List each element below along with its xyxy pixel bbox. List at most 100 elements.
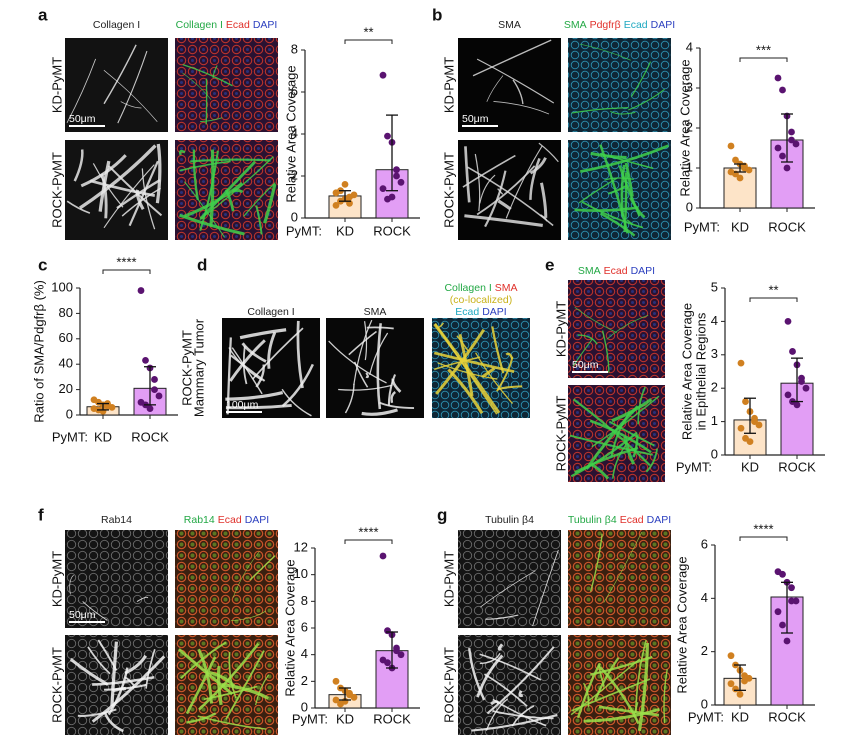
y-tick-label: 8 (291, 41, 298, 56)
scale-bar-label: 50μm (572, 359, 599, 371)
stain-label: Collagen I (93, 19, 140, 31)
y-tick-label: 4 (711, 313, 718, 328)
stain-label: Ecad (226, 19, 250, 31)
data-point (788, 137, 795, 144)
data-point (803, 385, 810, 392)
y-tick-label: 6 (301, 619, 308, 634)
data-point (732, 686, 739, 693)
data-point (785, 391, 792, 398)
stain-label: Tubulin β4 (485, 514, 534, 526)
y-axis-label: Relative Area Coverage (283, 65, 298, 202)
y-tick-label: 2 (301, 673, 308, 688)
data-point (393, 173, 400, 180)
stain-label: DAPI (253, 19, 278, 31)
row-label: ROCK-PyMT (49, 647, 64, 723)
x-tick-label: ROCK (778, 459, 816, 474)
y-tick-label: 6 (701, 536, 708, 551)
significance-bracket (740, 537, 787, 541)
data-point (741, 678, 748, 685)
image-title: Collagen I SMA (444, 282, 517, 294)
row-label: ROCK-PyMT (441, 647, 456, 723)
row-label: ROCK-PyMT (49, 152, 64, 228)
y-tick-label: 40 (59, 356, 73, 371)
data-point (779, 622, 786, 629)
significance-label: **** (753, 521, 773, 536)
stain-label: Pdgfrβ (590, 19, 621, 31)
data-point (788, 584, 795, 591)
stain-label: SMA (364, 306, 387, 318)
data-point (751, 418, 758, 425)
y-axis-label: Relative Area Coverage (674, 556, 689, 693)
data-point (728, 652, 735, 659)
y-tick-label: 4 (686, 39, 693, 54)
data-point (384, 133, 391, 140)
data-point (147, 405, 154, 412)
panel-letter: e (545, 255, 554, 274)
data-point (156, 393, 163, 400)
data-point (138, 287, 145, 294)
micrograph (65, 140, 168, 240)
data-point (775, 75, 782, 82)
image-title: Tubulin β4 (485, 514, 534, 526)
data-point (788, 598, 795, 605)
y-tick-label: 4 (701, 590, 708, 605)
data-point (333, 678, 340, 685)
y-tick-label: 60 (59, 330, 73, 345)
stain-label: Ecad (624, 19, 648, 31)
data-point (737, 175, 744, 182)
x-prefix: PyMT: (676, 459, 712, 474)
significance-bracket (740, 58, 787, 62)
y-tick-label: 3 (711, 346, 718, 361)
panel-letter: f (38, 505, 44, 524)
scale-bar-label: 50μm (69, 113, 96, 125)
significance-label: ** (768, 282, 778, 297)
stain-label: (co-localized) (450, 294, 512, 306)
x-prefix: PyMT: (684, 219, 720, 234)
data-point (784, 165, 791, 172)
data-point (351, 192, 358, 199)
data-point (393, 166, 400, 173)
x-tick-label: ROCK (768, 709, 806, 724)
image-texture (211, 150, 213, 227)
scale-bar-label: 50μm (462, 113, 489, 125)
micrograph (568, 38, 671, 132)
data-point (398, 179, 405, 186)
stain-label: SMA (578, 265, 601, 277)
x-prefix: PyMT: (52, 429, 88, 444)
panel-letter: c (38, 255, 47, 274)
stain-label: Collagen I (444, 282, 491, 294)
y-tick-label: 80 (59, 305, 73, 320)
row-label: Mammary Tumor (191, 318, 206, 417)
panel-letter: g (437, 505, 447, 524)
x-tick-label: KD (336, 711, 354, 726)
significance-label: **** (358, 524, 378, 539)
data-point (742, 398, 749, 405)
y-tick-label: 1 (711, 413, 718, 428)
stain-label: DAPI (631, 265, 656, 277)
image-title: Collagen I (93, 19, 140, 31)
data-point (775, 608, 782, 615)
row-label: KD-PyMT (553, 301, 568, 357)
data-point (728, 143, 735, 150)
image-title: SMA (498, 19, 521, 31)
y-tick-label: 0 (291, 209, 298, 224)
stain-label: SMA (495, 282, 518, 294)
y-tick-label: 100 (51, 279, 73, 294)
stain-label: Rab14 (184, 514, 215, 526)
x-tick-label: ROCK (373, 711, 411, 726)
data-point (794, 402, 801, 409)
stain-label: Ecad (604, 265, 628, 277)
y-tick-label: 12 (294, 539, 308, 554)
data-point (142, 357, 149, 364)
data-point (779, 571, 786, 578)
stain-label: DAPI (245, 514, 270, 526)
y-axis-label: Relative Area Coverage (282, 559, 297, 696)
micrograph (568, 635, 671, 735)
panel-letter: b (432, 5, 442, 24)
x-tick-label: KD (731, 709, 749, 724)
significance-bracket (103, 270, 150, 274)
micrograph (458, 530, 561, 628)
